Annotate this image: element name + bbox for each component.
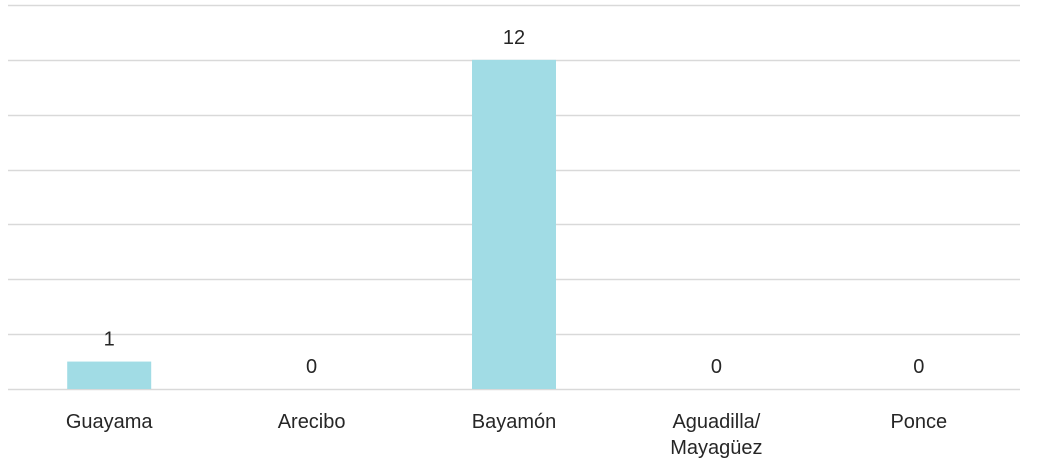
data-label: 0 (306, 356, 317, 378)
data-labels: 1 0 12 0 0 (104, 27, 925, 378)
category-tick-label: Bayamón (472, 411, 557, 433)
category-tick-label: Aguadilla/Mayagüez (670, 411, 762, 459)
category-tick-label: Ponce (890, 411, 947, 433)
data-label: 12 (503, 27, 525, 49)
category-tick-label: Guayama (66, 411, 154, 433)
data-label: 0 (711, 356, 722, 378)
bar (67, 361, 152, 389)
category-axis: Guayama Arecibo Bayamón Aguadilla/Mayagüez P… (66, 411, 947, 459)
bars (67, 59, 556, 389)
data-label: 0 (913, 356, 924, 378)
bar (472, 59, 556, 389)
data-label: 1 (104, 329, 115, 351)
category-tick-label: Arecibo (278, 411, 346, 433)
